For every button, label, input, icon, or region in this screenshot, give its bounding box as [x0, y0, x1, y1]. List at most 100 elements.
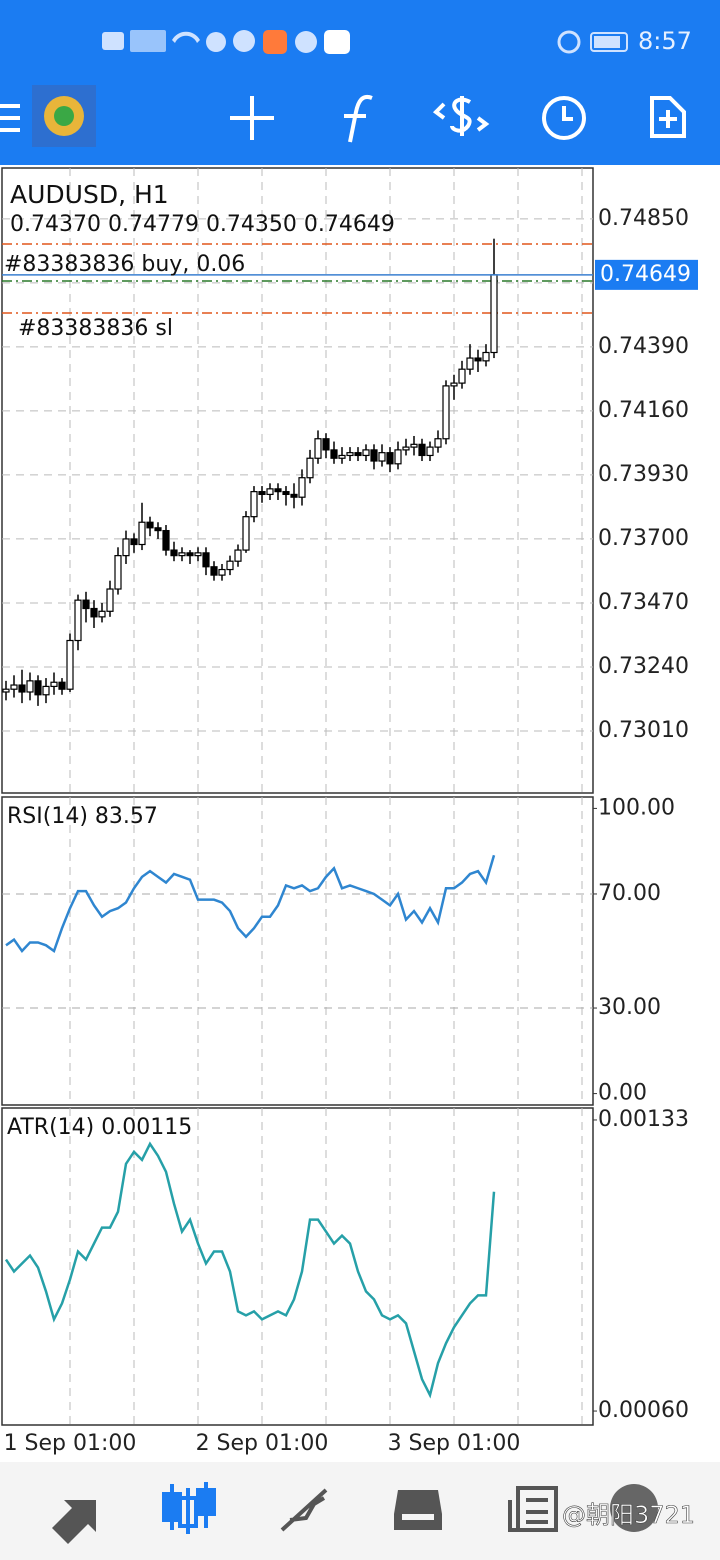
bottom-nav	[0, 1462, 720, 1560]
candle-body	[138, 521, 146, 546]
candle-body	[82, 599, 90, 610]
candle-body	[66, 639, 74, 690]
x-tick-label: 1 Sep 01:00	[4, 1431, 137, 1456]
trade-button[interactable]	[432, 96, 490, 136]
candle-body	[130, 538, 138, 546]
candle-body	[290, 493, 298, 498]
indicators-button[interactable]	[344, 95, 373, 143]
menu-button[interactable]	[0, 104, 20, 132]
y-tick-label: 0.73700	[598, 526, 689, 551]
status-time: 8:57	[638, 27, 692, 55]
y-tick-label: 0.73470	[598, 590, 689, 615]
nav-chart[interactable]	[162, 1482, 216, 1534]
candle-body	[394, 449, 402, 465]
candle-body	[146, 521, 154, 529]
candle-body	[410, 443, 418, 448]
new-order-button[interactable]	[650, 96, 686, 138]
candle-body	[346, 452, 354, 457]
candle-body	[202, 552, 210, 568]
y-tick-label: 0.00133	[598, 1107, 689, 1132]
candle-body	[74, 599, 82, 642]
period-button[interactable]	[542, 96, 586, 140]
candle-body	[218, 568, 226, 576]
candle-body	[314, 438, 322, 459]
symbol: AUDUSD, H1	[10, 180, 169, 209]
candle-body	[194, 552, 202, 557]
candle-body	[402, 446, 410, 451]
candle-body	[274, 488, 282, 493]
x-tick-label: 3 Sep 01:00	[388, 1431, 521, 1456]
candle-body	[58, 681, 66, 690]
crosshair-button[interactable]	[230, 96, 274, 140]
candle-body	[26, 680, 34, 693]
candle-body	[42, 685, 50, 696]
y-tick-label: 0.73930	[598, 462, 689, 487]
candle-body	[154, 527, 162, 532]
order-label: #83383836 sl	[18, 316, 173, 341]
candle-body	[490, 274, 498, 354]
candle-body	[106, 588, 114, 612]
panel-frame	[1, 1107, 594, 1426]
nav-trade[interactable]	[280, 1488, 328, 1532]
candle-body	[426, 446, 434, 457]
bid-label: 0.74649	[600, 262, 691, 287]
candle-body	[266, 488, 274, 496]
nav-news[interactable]	[508, 1486, 558, 1532]
watermark: @朝阳3721	[562, 1501, 695, 1529]
candle-body	[474, 357, 482, 362]
candle-body	[362, 449, 370, 457]
candle-body	[170, 549, 178, 557]
y-tick-label: 0.74390	[598, 334, 689, 359]
order-label: #83383836 buy, 0.06	[4, 252, 245, 277]
candle-body	[354, 452, 362, 457]
indicator-line	[4, 1141, 496, 1399]
candle-body	[34, 680, 42, 696]
candle-body	[466, 357, 474, 370]
candle-body	[186, 552, 194, 557]
nav-quotes[interactable]	[52, 1500, 96, 1544]
indicator-line	[5, 854, 496, 953]
bid-label-bg	[595, 259, 698, 290]
indicator-name: ATR(14) 0.00115	[7, 1115, 192, 1140]
nav-history[interactable]	[394, 1490, 442, 1530]
candle-body	[378, 452, 386, 462]
candle-body	[90, 607, 98, 618]
candle-body	[226, 560, 234, 571]
candle-body	[386, 452, 394, 465]
candle-body	[306, 457, 314, 479]
candle-body	[234, 549, 242, 562]
app-logo[interactable]	[32, 85, 96, 147]
candle-body	[442, 385, 450, 440]
candle-body	[322, 438, 330, 451]
candle-body	[162, 529, 170, 551]
candle-body	[330, 449, 338, 459]
candle-body	[114, 555, 122, 590]
candle-body	[178, 552, 186, 557]
candle-body	[450, 382, 458, 387]
candle-body	[370, 449, 378, 462]
y-tick-label: 0.00060	[598, 1398, 689, 1423]
candle-body	[242, 516, 250, 551]
candle-body	[258, 491, 266, 496]
candle-body	[122, 538, 130, 557]
candle-body	[210, 566, 218, 576]
y-tick-label: 0.74160	[598, 398, 689, 423]
y-tick-label: 0.73010	[598, 718, 689, 743]
candle-body	[2, 688, 10, 693]
ohlc: 0.74370 0.74779 0.74350 0.74649	[10, 212, 395, 237]
y-tick-label: 100.00	[598, 795, 675, 820]
candle-body	[50, 681, 58, 688]
y-tick-label: 0.00	[598, 1081, 647, 1106]
candle-body	[298, 477, 306, 498]
y-tick-label: 30.00	[598, 995, 661, 1020]
candle-body	[338, 454, 346, 459]
app-bar	[0, 0, 720, 165]
x-tick-label: 2 Sep 01:00	[196, 1431, 329, 1456]
candle-body	[98, 610, 106, 618]
candle-body	[282, 491, 290, 496]
candle-body	[418, 443, 426, 457]
nav-messages[interactable]	[610, 1484, 658, 1532]
y-tick-label: 0.73240	[598, 654, 689, 679]
